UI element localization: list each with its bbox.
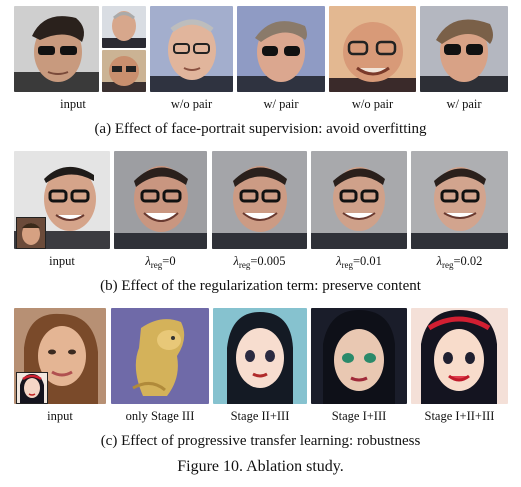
row-a-label-2: w/ pair (263, 97, 299, 111)
row-a-label-input: input (60, 97, 86, 111)
figure-caption: Figure 10. Ablation study. (177, 458, 344, 475)
row-c-label-2: Stage II+III (230, 409, 290, 423)
row-c-label-3: Stage I+III (331, 409, 387, 423)
row-b-label-3: λreg=0.01 (336, 254, 382, 270)
row-c-label-input: input (47, 409, 73, 423)
row-b-label-input: input (49, 254, 75, 268)
row-a-label-4: w/ pair (446, 97, 482, 111)
row-c-result-1 (111, 308, 209, 404)
row-b-result-2 (212, 151, 307, 249)
row-c-result-3 (311, 308, 407, 404)
row-c-label-1: only Stage III (125, 409, 195, 423)
row-b-input-photo (14, 151, 110, 249)
row-a-caption: (a) Effect of face-portrait supervision:… (94, 121, 427, 137)
row-a-label-1: w/o pair (170, 97, 213, 111)
row-a-reference-2 (102, 50, 146, 92)
row-b-result-3 (311, 151, 407, 249)
row-a-reference-1 (102, 6, 146, 48)
row-b-label-2: λreg=0.005 (233, 254, 286, 270)
row-b-caption: (b) Effect of the regularization term: p… (100, 278, 421, 294)
row-b-style-reference (16, 217, 46, 249)
row-c-style-reference (16, 372, 48, 404)
row-c-label-4: Stage I+II+III (424, 409, 495, 423)
row-a-result-1 (150, 6, 233, 92)
row-c-input-photo (14, 308, 106, 404)
row-a-result-4 (420, 6, 508, 92)
row-a-result-3 (329, 6, 416, 92)
row-a-input-photo (14, 6, 99, 92)
row-b-label-1: λreg=0 (145, 254, 176, 270)
row-b-result-1 (114, 151, 207, 249)
row-a-result-2 (237, 6, 325, 92)
row-c-result-4 (411, 308, 508, 404)
row-b-result-4 (411, 151, 508, 249)
row-c-result-2 (213, 308, 307, 404)
row-b-label-4: λreg=0.02 (436, 254, 483, 270)
row-c-caption: (c) Effect of progressive transfer learn… (100, 433, 421, 449)
row-a-label-3: w/o pair (351, 97, 394, 111)
